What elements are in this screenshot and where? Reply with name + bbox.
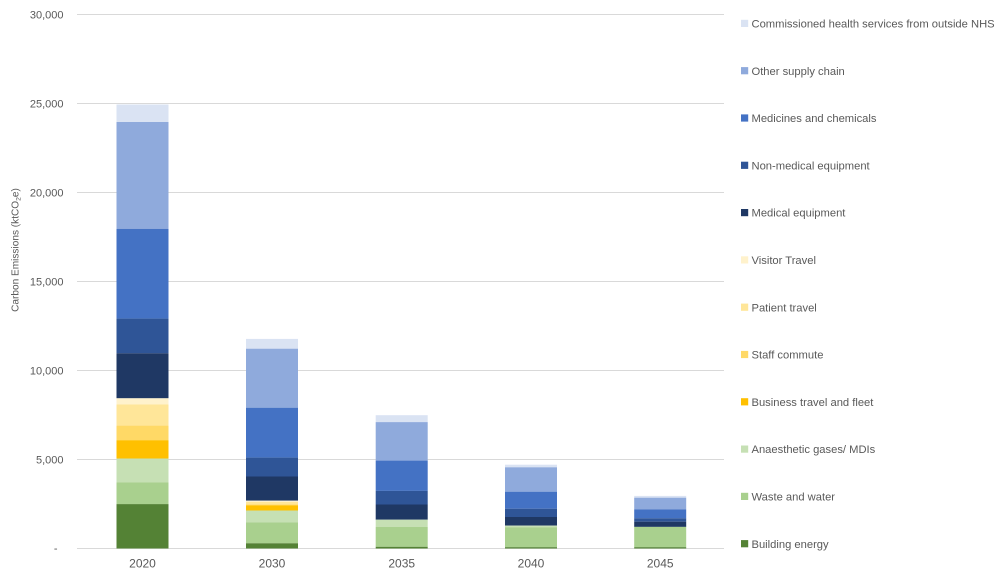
svg-text:Visitor Travel: Visitor Travel [752,255,816,267]
svg-text:Medical equipment: Medical equipment [752,208,847,220]
svg-text:Business travel and fleet: Business travel and fleet [752,397,875,409]
svg-text:5,000: 5,000 [36,454,64,466]
svg-text:20,000: 20,000 [30,187,64,199]
svg-text:30,000: 30,000 [30,9,64,21]
svg-text:2020: 2020 [129,557,156,571]
svg-text:Non-medical equipment: Non-medical equipment [752,160,871,172]
svg-text:Patient travel: Patient travel [752,302,817,314]
svg-text:2035: 2035 [388,557,415,571]
svg-text:2040: 2040 [518,557,545,571]
svg-text:Anaesthetic gases/ MDIs: Anaesthetic gases/ MDIs [752,444,876,456]
svg-text:Medicines and chemicals: Medicines and chemicals [752,113,877,125]
svg-text:-: - [54,543,58,555]
svg-text:Commissioned health services f: Commissioned health services from outsid… [752,19,995,31]
svg-text:2045: 2045 [647,557,674,571]
svg-text:25,000: 25,000 [30,98,64,110]
svg-text:10,000: 10,000 [30,365,64,377]
svg-text:Staff commute: Staff commute [752,350,824,362]
svg-text:Carbon Emissions (ktCO2e): Carbon Emissions (ktCO2e) [11,188,23,312]
svg-text:Waste and water: Waste and water [752,492,836,504]
svg-text:2030: 2030 [259,557,286,571]
svg-text:Building energy: Building energy [752,539,830,551]
svg-text:15,000: 15,000 [30,276,64,288]
svg-text:Other supply chain: Other supply chain [752,66,845,78]
